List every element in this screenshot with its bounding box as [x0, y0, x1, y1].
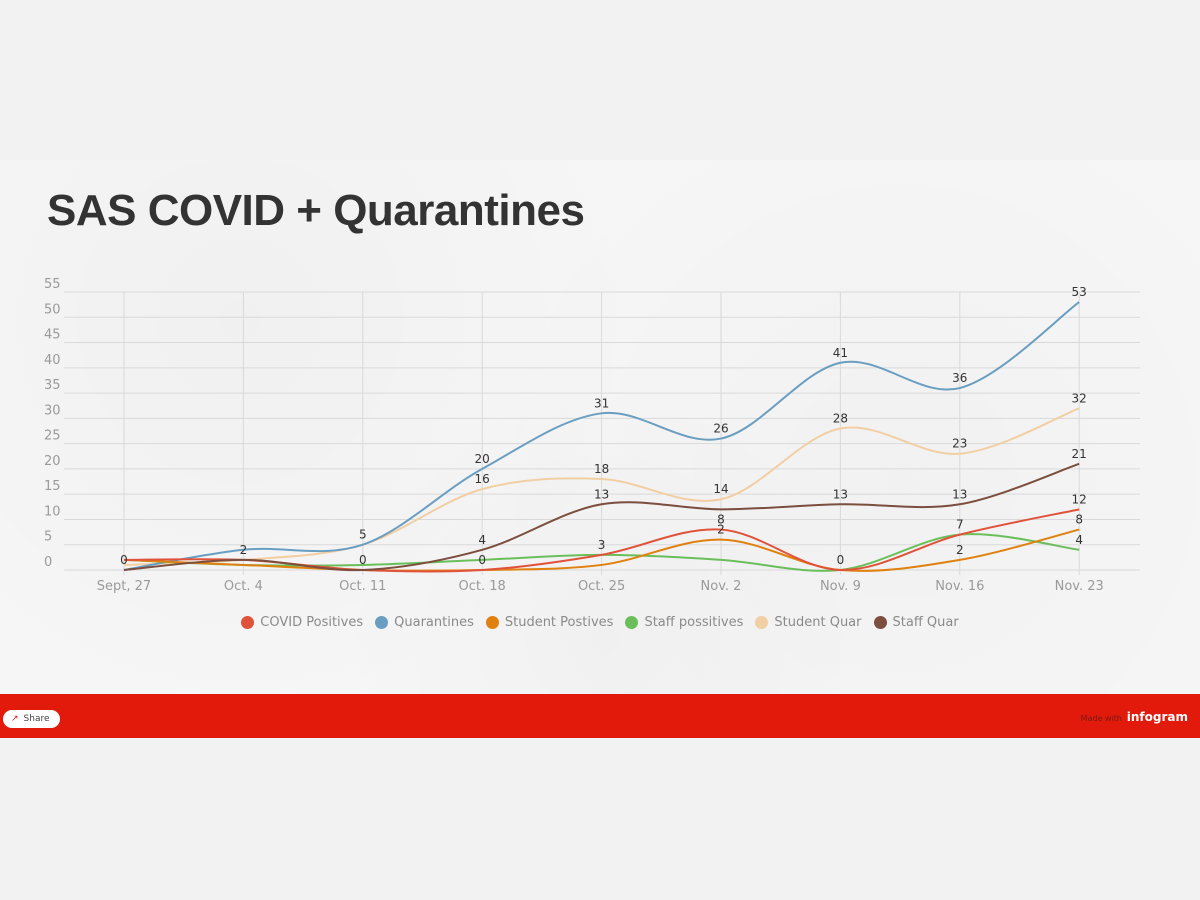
legend-dot-icon — [625, 616, 639, 629]
data-label: 13 — [833, 487, 848, 501]
data-label: 36 — [952, 371, 967, 385]
data-label: 12 — [1072, 492, 1087, 506]
data-label: 3 — [598, 538, 606, 552]
share-button[interactable]: ↗ Share — [3, 710, 60, 728]
legend-dot-icon — [375, 616, 389, 629]
legend-label: Staff possitives — [644, 615, 744, 630]
data-label: 32 — [1072, 391, 1087, 405]
y-tick-label: 0 — [44, 555, 52, 570]
data-label: 23 — [952, 437, 967, 451]
data-label: 53 — [1072, 285, 1087, 299]
legend-item[interactable]: Quarantines — [375, 615, 474, 630]
legend-label: Student Postives — [504, 615, 614, 630]
series-line-student-quar — [123, 407, 1080, 566]
data-label: 28 — [833, 411, 848, 425]
data-label: 20 — [475, 452, 490, 466]
share-label: Share — [23, 714, 50, 724]
data-label: 5 — [359, 528, 367, 542]
y-tick-label: 35 — [44, 378, 61, 393]
data-label: 13 — [594, 487, 609, 501]
y-tick-label: 15 — [44, 479, 61, 494]
legend-label: Student Quar — [774, 615, 862, 630]
legend-dot-icon — [485, 616, 499, 629]
legend-item[interactable]: Student Quar — [755, 615, 862, 630]
x-tick-label: Sept, 27 — [97, 579, 151, 594]
data-label: 18 — [594, 462, 609, 476]
data-label: 4 — [478, 533, 486, 547]
data-label: 7 — [956, 518, 964, 532]
legend-item[interactable]: Staff Quar — [873, 615, 959, 630]
legend-item[interactable]: COVID Positives — [241, 615, 363, 630]
legend-dot-icon — [873, 616, 887, 629]
chart-card — [0, 160, 1200, 694]
y-tick-label: 50 — [44, 302, 61, 317]
legend-label: COVID Positives — [260, 615, 364, 630]
legend-dot-icon — [755, 616, 769, 629]
data-label: 26 — [713, 422, 728, 436]
series-line-quarantines — [123, 301, 1080, 571]
legend-dot-icon — [241, 616, 255, 629]
legend-label: Quarantines — [394, 615, 474, 630]
made-with-text: Made with — [1080, 714, 1122, 723]
y-tick-label: 45 — [44, 328, 61, 343]
data-label: 16 — [475, 472, 490, 486]
data-label: 0 — [120, 553, 128, 567]
y-tick-label: 20 — [44, 454, 61, 469]
y-tick-label: 10 — [44, 504, 61, 519]
chart-legend: COVID Positives Quarantines Student Postiv… — [0, 615, 1200, 630]
data-label: 0 — [478, 553, 486, 567]
legend-label: Staff Quar — [892, 615, 959, 630]
series-line-student-postives — [123, 528, 1080, 572]
y-tick-label: 30 — [44, 403, 61, 418]
x-tick-label: Nov. 16 — [935, 579, 984, 594]
data-label: 8 — [1075, 513, 1083, 527]
y-tick-label: 40 — [44, 353, 61, 368]
series-line-staff-quar — [123, 462, 1080, 572]
x-tick-label: Oct. 11 — [339, 579, 386, 594]
data-label: 41 — [833, 346, 848, 360]
data-label: 0 — [359, 553, 367, 567]
series-line-staff-possitives — [123, 533, 1080, 572]
chart-title: SAS COVID + Quarantines — [47, 186, 585, 235]
x-tick-label: Oct. 4 — [224, 579, 263, 594]
data-label: 14 — [713, 482, 728, 496]
data-label: 2 — [717, 523, 725, 537]
y-tick-label: 5 — [44, 530, 52, 545]
data-label: 4 — [1075, 533, 1083, 547]
x-tick-label: Nov. 9 — [820, 579, 861, 594]
legend-item[interactable]: Student Postives — [485, 615, 614, 630]
data-label: 0 — [837, 553, 845, 567]
y-tick-label: 55 — [44, 277, 61, 292]
data-label: 31 — [594, 396, 609, 410]
x-tick-label: Nov. 23 — [1055, 579, 1104, 594]
x-tick-label: Oct. 18 — [459, 579, 506, 594]
share-icon: ↗ — [11, 714, 19, 724]
y-tick-label: 25 — [44, 429, 61, 444]
legend-item[interactable]: Staff possitives — [625, 615, 743, 630]
data-label: 2 — [240, 543, 248, 557]
data-label: 21 — [1072, 447, 1087, 461]
data-label: 13 — [952, 487, 967, 501]
brand-logo[interactable]: infogram — [1126, 710, 1188, 724]
x-tick-label: Nov. 2 — [701, 579, 742, 594]
data-label: 2 — [956, 543, 964, 557]
footer-bar: ↗ Share Made with infogram — [0, 694, 1200, 738]
data-label: 8 — [717, 513, 725, 527]
x-tick-label: Oct. 25 — [578, 579, 625, 594]
